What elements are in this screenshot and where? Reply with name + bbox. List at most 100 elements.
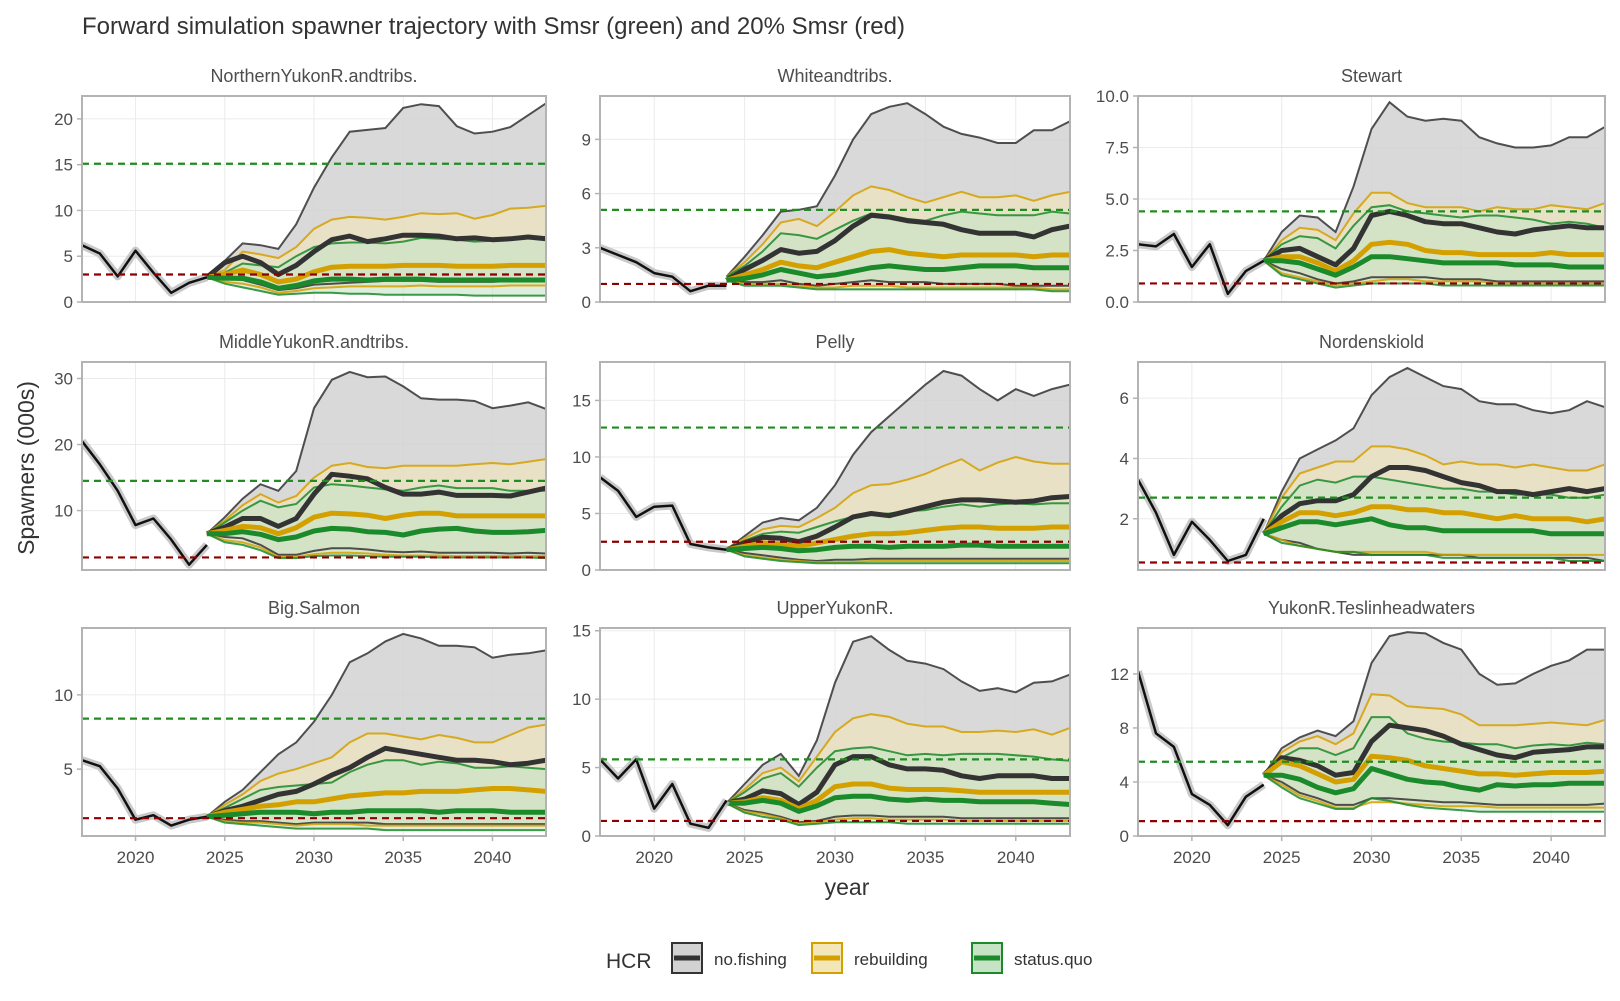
panel-border xyxy=(1137,361,1606,571)
plot-area xyxy=(1138,366,1605,565)
median-status.quo xyxy=(1263,254,1605,278)
plot-area xyxy=(600,635,1070,832)
median-rebuilding xyxy=(726,524,1070,553)
x-tick-label: 2030 xyxy=(1353,848,1391,867)
bound-lower-rebuilding xyxy=(206,532,546,558)
y-tick-label: 3 xyxy=(582,239,591,258)
median-rebuilding xyxy=(726,781,1070,812)
bound-upper-rebuilding xyxy=(206,458,546,535)
y-tick-label: 0.0 xyxy=(1105,293,1129,312)
y-tick-label: 15 xyxy=(572,391,591,410)
y-tick-label: 10 xyxy=(54,686,73,705)
bound-upper-no.fishing xyxy=(206,632,546,818)
legend-item-no.fishing: no.fishing xyxy=(671,942,787,974)
x-tick-label: 2030 xyxy=(816,848,854,867)
median-status.quo xyxy=(726,793,1070,814)
chart-title: Forward simulation spawner trajectory wi… xyxy=(82,13,905,40)
y-tick-label: 0 xyxy=(64,293,73,312)
median-rebuilding xyxy=(1263,239,1605,274)
plot-area xyxy=(82,632,546,832)
bound-lower-rebuilding xyxy=(726,548,1070,564)
median-status.quo xyxy=(1263,766,1605,796)
bound-upper-status.quo xyxy=(725,746,1070,805)
median-no.fishing xyxy=(206,471,546,537)
history-line xyxy=(1138,479,1265,563)
y-axis-label: Spawners (000s) xyxy=(13,381,39,555)
bound-upper-no.fishing xyxy=(1262,366,1605,535)
x-tick-label: 2040 xyxy=(1532,848,1570,867)
legend-label: status.quo xyxy=(1014,950,1092,969)
history-line xyxy=(600,758,728,830)
history-line xyxy=(600,246,727,293)
y-tick-label: 15 xyxy=(54,156,73,175)
panel-title: NorthernYukonR.andtribs. xyxy=(210,66,417,86)
x-tick-label: 2035 xyxy=(1442,848,1480,867)
panel-stewart: Stewart 0.0 2.5 5.0 7.5 10.0 xyxy=(1096,66,1606,312)
panel-title: UpperYukonR. xyxy=(776,598,893,618)
panel-whiteandtribs: Whiteandtribs. 0 3 6 9 xyxy=(582,66,1071,312)
legend: HCR no.fishing rebuilding status.quo xyxy=(606,942,1092,974)
bound-upper-rebuilding xyxy=(206,204,546,279)
bound-upper-no.fishing xyxy=(206,370,546,535)
panel-title: YukonR.Teslinheadwaters xyxy=(1268,598,1475,618)
panel-title: MiddleYukonR.andtribs. xyxy=(219,332,409,352)
y-tick-label: 10 xyxy=(572,448,591,467)
panel-title: Whiteandtribs. xyxy=(777,66,892,86)
bound-lower-status.quo xyxy=(206,276,546,297)
median-rebuilding xyxy=(1262,753,1605,785)
history-line xyxy=(82,244,208,295)
bound-upper-no.fishing xyxy=(725,635,1070,804)
y-tick-label: 6 xyxy=(582,185,591,204)
panel-big-salmon: Big.Salmon 5 10 2020 2025 2030 2035 2040 xyxy=(54,598,547,867)
x-tick-label: 2040 xyxy=(474,848,512,867)
y-tick-label: 2.5 xyxy=(1105,242,1129,261)
y-tick-label: 5 xyxy=(582,759,591,778)
bound-upper-rebuilding xyxy=(206,723,546,818)
bound-lower-status.quo xyxy=(1263,774,1605,813)
x-tick-label: 2030 xyxy=(295,848,333,867)
bound-upper-status.quo xyxy=(206,759,546,818)
bound-upper-no.fishing xyxy=(725,369,1070,551)
y-tick-label: 30 xyxy=(54,370,73,389)
median-no.fishing xyxy=(725,212,1070,283)
history-band xyxy=(600,755,730,832)
bound-upper-no.fishing xyxy=(1262,631,1605,776)
y-tick-label: 6 xyxy=(1120,389,1129,408)
bound-upper-no.fishing xyxy=(725,102,1070,278)
bound-lower-no.fishing xyxy=(206,815,546,826)
legend-item-status.quo: status.quo xyxy=(971,942,1092,974)
panels-layer: NorthernYukonR.andtribs.05101520Whiteand… xyxy=(54,66,1606,867)
y-tick-label: 4 xyxy=(1120,773,1129,792)
y-tick-label: 7.5 xyxy=(1105,139,1129,158)
bound-lower-status.quo xyxy=(726,548,1070,565)
history-band xyxy=(82,241,209,297)
panel-title: Pelly xyxy=(815,332,854,352)
y-tick-label: 0 xyxy=(582,827,591,846)
median-status.quo xyxy=(206,525,546,543)
y-tick-label: 5 xyxy=(582,504,591,523)
bound-upper-no.fishing xyxy=(1262,100,1605,262)
median-rebuilding xyxy=(206,786,546,820)
history-band xyxy=(1138,670,1266,830)
plot-area xyxy=(1138,631,1605,830)
bound-upper-rebuilding xyxy=(1262,191,1605,262)
bound-lower-status.quo xyxy=(726,279,1070,293)
y-tick-label: 5 xyxy=(64,247,73,266)
median-status.quo xyxy=(726,263,1070,283)
bound-lower-no.fishing xyxy=(1263,259,1605,285)
bound-lower-no.fishing xyxy=(726,548,1070,563)
x-tick-label: 2025 xyxy=(206,848,244,867)
history-line xyxy=(1138,670,1265,827)
bound-lower-status.quo xyxy=(1263,532,1605,562)
median-no.fishing xyxy=(725,754,1070,807)
bound-upper-rebuilding xyxy=(1262,693,1605,776)
median-no.fishing xyxy=(205,232,546,280)
x-axis-label: year xyxy=(825,874,870,900)
median-rebuilding xyxy=(206,510,546,537)
panel-upperyukonr: UpperYukonR. 0 5 10 15 2020 2025 2030 2035 2040 xyxy=(572,598,1071,867)
median-status.quo xyxy=(206,808,546,820)
history-line xyxy=(82,440,208,566)
y-tick-label: 0 xyxy=(582,561,591,580)
y-tick-label: 12 xyxy=(1110,665,1129,684)
